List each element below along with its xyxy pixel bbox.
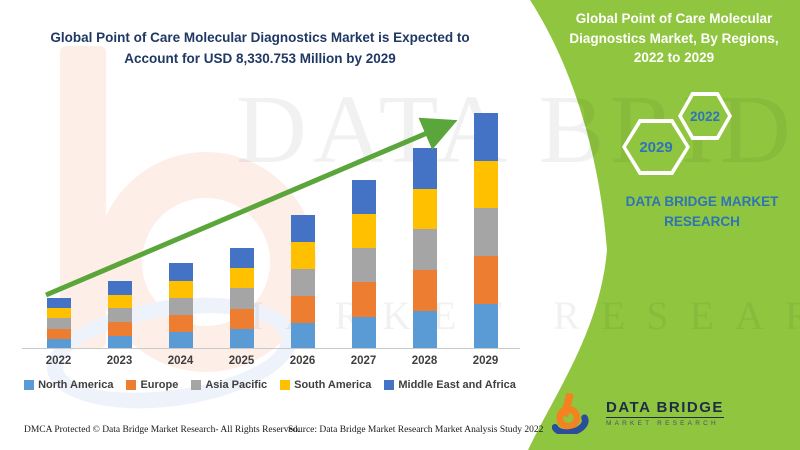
bar-column-2025 [211, 247, 272, 348]
segment-middle-east-and-africa [229, 247, 254, 269]
bar-2022 [46, 298, 71, 348]
segment-asia-pacific [229, 288, 254, 309]
bar-2029 [473, 113, 498, 348]
legend-label: North America [38, 379, 114, 391]
segment-south-america [229, 268, 254, 289]
legend-item: North America [24, 379, 113, 391]
data-bridge-logo-icon [552, 392, 589, 434]
x-axis-line [22, 348, 520, 349]
bar-column-2029 [455, 113, 516, 348]
x-tick-label-2025: 2025 [228, 355, 255, 367]
x-tick-label-2023: 2023 [106, 355, 133, 367]
logo-subtitle: MARKET RESEARCH [606, 420, 719, 427]
segment-north-america [351, 316, 376, 348]
legend-item: Asia Pacific [191, 379, 267, 391]
segment-middle-east-and-africa [351, 179, 376, 215]
segment-middle-east-and-africa [168, 263, 193, 281]
segment-middle-east-and-africa [412, 147, 437, 189]
legend-label: Middle East and Africa [398, 379, 516, 391]
segment-south-america [46, 308, 71, 319]
legend-label: Europe [140, 379, 179, 391]
segment-europe [412, 269, 437, 311]
segment-south-america [473, 161, 498, 209]
segment-north-america [46, 338, 71, 348]
segment-south-america [168, 280, 193, 298]
logo-text: DATA BRIDGE MARKET RESEARCH [606, 399, 724, 427]
chart-title: Global Point of Care Molecular Diagnosti… [50, 30, 470, 66]
bar-column-2028 [394, 147, 455, 348]
bar-column-2026 [272, 214, 333, 348]
bar-2028 [412, 147, 437, 348]
segment-south-america [107, 294, 132, 309]
x-tick-label-2026: 2026 [289, 355, 316, 367]
logo-title: DATA BRIDGE [606, 399, 724, 418]
legend-item: Europe [126, 379, 178, 391]
segment-north-america [473, 304, 498, 348]
segment-middle-east-and-africa [46, 298, 71, 309]
bar-2023 [107, 281, 132, 348]
x-tick-label-2028: 2028 [411, 355, 438, 367]
segment-europe [107, 321, 132, 336]
legend-swatch-icon [24, 380, 35, 390]
legend-label: Asia Pacific [205, 379, 268, 391]
hexagon-2022-label: 2022 [682, 96, 728, 136]
segment-north-america [229, 329, 254, 348]
segment-asia-pacific [351, 248, 376, 283]
segment-middle-east-and-africa [473, 113, 498, 162]
panel-heading: Global Point of Care Molecular Diagnosti… [569, 11, 779, 66]
bar-column-2023 [89, 281, 150, 348]
legend-swatch-icon [126, 380, 137, 390]
hexagon-badge-2022: 2022 [678, 92, 732, 140]
footer-source-text: Source: Data Bridge Market Research Mark… [288, 425, 544, 435]
legend-item: Middle East and Africa [384, 379, 516, 391]
segment-south-america [290, 242, 315, 269]
segment-middle-east-and-africa [290, 214, 315, 243]
x-tick-label-2029: 2029 [472, 355, 499, 367]
segment-middle-east-and-africa [107, 281, 132, 295]
hexagon-2029-label: 2029 [626, 123, 686, 171]
legend-label: South America [294, 379, 372, 391]
segment-north-america [412, 310, 437, 348]
legend-swatch-icon [384, 380, 395, 390]
legend-swatch-icon [280, 380, 291, 390]
segment-asia-pacific [46, 318, 71, 329]
segment-europe [290, 295, 315, 324]
segment-europe [229, 308, 254, 330]
x-tick-label-2022: 2022 [45, 355, 72, 367]
segment-asia-pacific [168, 297, 193, 315]
bar-column-2024 [150, 263, 211, 348]
segment-asia-pacific [290, 268, 315, 296]
segment-asia-pacific [107, 308, 132, 322]
company-logo: DATA BRIDGE MARKET RESEARCH [552, 392, 724, 434]
bar-column-2022 [28, 298, 89, 348]
segment-south-america [412, 188, 437, 229]
segment-asia-pacific [412, 228, 437, 270]
legend-item: South America [280, 379, 371, 391]
bar-2026 [290, 214, 315, 348]
segment-north-america [107, 335, 132, 348]
segment-europe [351, 282, 376, 317]
x-tick-label-2027: 2027 [350, 355, 377, 367]
legend-swatch-icon [191, 380, 202, 390]
bar-2027 [351, 179, 376, 348]
segment-europe [168, 314, 193, 333]
hexagon-badge-2029: 2029 [622, 119, 690, 175]
legend: North America Europe Asia Pacific South Ame… [0, 379, 540, 391]
x-axis-labels: 2022 2023 2024 2025 2026 2027 2028 2029 [28, 355, 516, 367]
x-tick-label-2024: 2024 [167, 355, 194, 367]
logo-b-bowl [556, 405, 581, 430]
segment-south-america [351, 214, 376, 249]
footer-dmca-text: DMCA Protected © Data Bridge Market Rese… [24, 425, 300, 435]
segment-europe [473, 256, 498, 305]
bar-2024 [168, 263, 193, 348]
bar-2025 [229, 247, 254, 348]
bar-column-2027 [333, 179, 394, 348]
segment-asia-pacific [473, 208, 498, 257]
segment-north-america [290, 323, 315, 348]
segment-north-america [168, 332, 193, 348]
segment-europe [46, 328, 71, 339]
brand-caption: DATA BRIDGE MARKET RESEARCH [625, 194, 779, 230]
bar-group [28, 113, 516, 348]
